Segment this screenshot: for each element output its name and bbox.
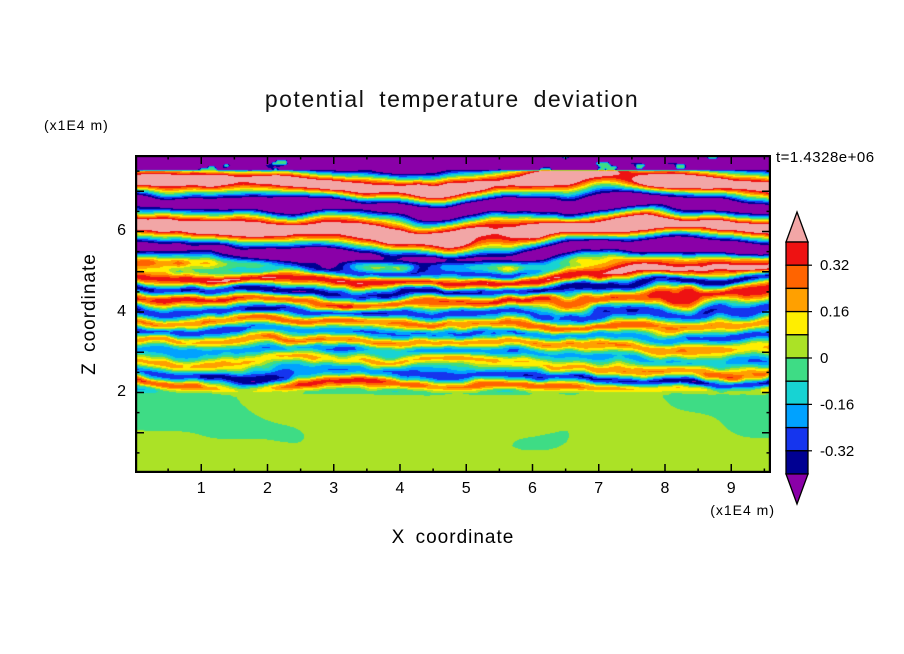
colorbar-segment [785, 380, 809, 406]
colorbar-label: 0 [820, 350, 828, 367]
colorbar: 0.32 0.16 0 -0.16 -0.32 [785, 210, 854, 506]
x-tick-label: 8 [660, 480, 670, 497]
x-axis-title: X coordinate [391, 527, 515, 548]
z-tick-label: 2 [117, 383, 126, 401]
colorbar-label: -0.32 [820, 443, 854, 460]
x-tick-label: 6 [528, 480, 537, 497]
colorbar-segment [785, 310, 809, 336]
colorbar-segment [785, 334, 809, 359]
x-tick-label: 4 [395, 480, 405, 497]
colorbar-arrow-bottom [785, 473, 809, 506]
colorbar-segment [785, 287, 809, 313]
x-tick-label: 5 [461, 480, 471, 497]
colorbar-segment [785, 241, 809, 266]
colorbar-label: 0.16 [820, 304, 849, 321]
z-tick-label: 4 [117, 302, 126, 320]
x-tick-label: 2 [263, 480, 272, 497]
colorbar-segment [785, 450, 809, 475]
colorbar-arrow-top [785, 210, 809, 243]
chart-title: potential temperature deviation [264, 86, 640, 112]
time-label: t=1.4328e+06 [776, 149, 875, 166]
colorbar-segment [785, 426, 809, 452]
x-tick-label: 3 [329, 480, 339, 497]
x-tick-label: 1 [196, 480, 206, 497]
z-tick-label: 6 [117, 222, 126, 240]
colorbar-segment [785, 264, 809, 290]
colorbar-label: 0.32 [820, 257, 849, 274]
x-tick-label: 7 [594, 480, 604, 497]
z-axis-unit-label: (x1E4 m) [44, 117, 109, 133]
heatmap-field [135, 155, 771, 473]
colorbar-segment [785, 403, 809, 429]
x-tick-label: 9 [726, 480, 736, 497]
x-axis-unit-label: (x1E4 m) [710, 502, 775, 518]
colorbar-label: -0.16 [820, 396, 854, 413]
colorbar-segment [785, 357, 809, 382]
